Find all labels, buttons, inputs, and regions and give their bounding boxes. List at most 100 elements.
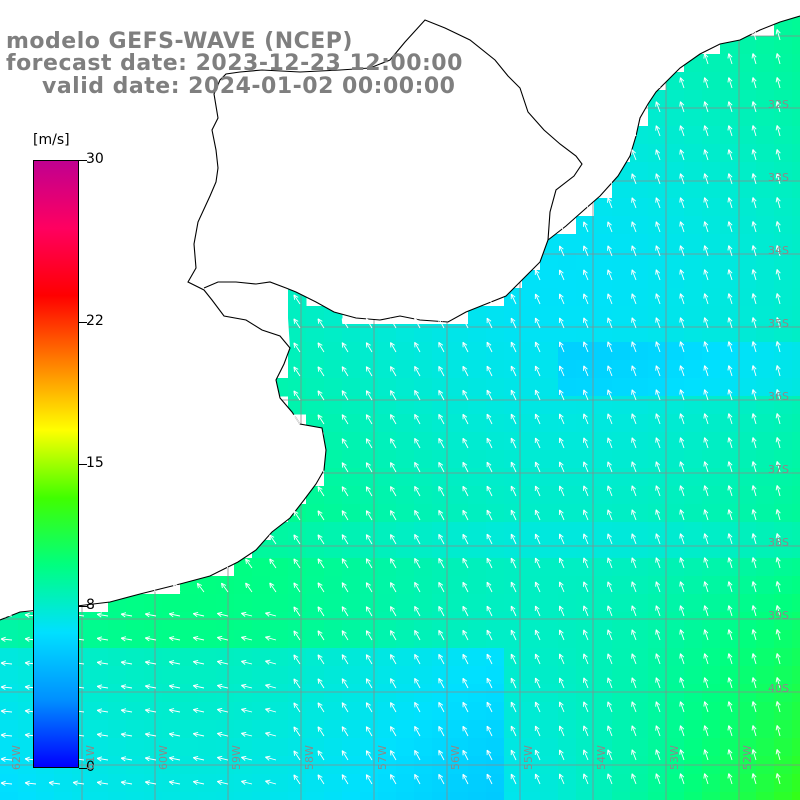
wind-speed-cell [540,252,559,271]
wind-arrow [631,533,637,545]
wind-arrow [293,630,301,641]
wind-arrow [510,605,517,617]
wind-speed-cell [774,36,793,55]
wind-speed-cell [630,342,649,361]
wind-arrow [583,413,589,425]
wind-arrow [583,581,589,593]
wind-speed-cell [720,270,739,289]
wind-speed-cell [630,252,649,271]
wind-speed-cell [720,162,739,181]
wind-arrow [390,534,397,545]
wind-arrow [751,149,757,161]
wind-arrow [655,77,661,89]
wind-arrow [775,653,781,665]
wind-speed-cell [612,702,631,721]
wind-arrow [727,77,733,89]
wind-arrow [293,702,301,713]
wind-speed-cell [18,792,37,800]
wind-arrow [583,653,589,665]
wind-speed-cell [684,216,703,235]
wind-speed-cell [468,360,487,379]
wind-speed-cell [756,342,775,361]
wind-arrow [655,749,661,761]
wind-speed-cell [648,522,667,541]
wind-arrow [679,269,685,281]
wind-speed-cell [306,576,325,595]
latitude-label: 32S [768,98,789,111]
wind-speed-cell [144,594,163,613]
wind-speed-cell [216,792,235,800]
wind-speed-cell [486,450,505,469]
wind-speed-cell [432,702,451,721]
wind-arrow [703,413,709,425]
wind-speed-cell [540,324,559,343]
wind-arrow [534,653,541,665]
wind-speed-cell [324,432,343,451]
wind-speed-cell [324,522,343,541]
wind-arrow [0,780,13,786]
wind-speed-cell [774,180,793,199]
wind-speed-cell [576,666,595,685]
wind-speed-cell [396,612,415,631]
wind-speed-cell [234,612,253,631]
wind-speed-cell [594,630,613,649]
wind-arrow [269,558,277,569]
wind-speed-cell [342,360,361,379]
wind-speed-cell [756,486,775,505]
wind-speed-cell [432,432,451,451]
wind-arrow [607,509,613,521]
wind-speed-cell [558,738,577,757]
wind-arrow [241,635,253,641]
wind-arrow [751,749,757,761]
wind-speed-cell [288,378,307,397]
wind-arrow [265,659,277,665]
wind-speed-cell [252,720,271,739]
latitude-label: 38S [768,536,789,549]
wind-speed-cell [612,738,631,757]
wind-arrow [438,557,445,569]
wind-arrow [751,221,757,233]
wind-speed-cell [396,738,415,757]
wind-speed-cell [288,342,307,361]
wind-arrow [414,726,421,737]
wind-arrow [775,749,781,761]
wind-arrow [486,485,493,497]
wind-speed-cell [504,414,523,433]
wind-speed-cell [702,648,721,667]
wind-speed-cell [792,144,800,163]
wind-speed-cell [108,702,127,721]
wind-arrow [96,708,109,714]
wind-arrow [0,660,13,666]
wind-arrow [241,755,253,761]
wind-speed-cell [252,702,271,721]
wind-speed-cell [324,684,343,703]
wind-arrow [558,701,565,713]
wind-speed-cell [180,630,199,649]
wind-speed-cell [108,666,127,685]
wind-arrow [341,486,349,497]
wind-arrow [217,707,229,713]
wind-speed-cell [504,324,523,343]
wind-speed-cell [342,720,361,739]
wind-arrow [317,678,325,689]
wind-arrow [365,438,373,449]
wind-speed-cell [702,450,721,469]
wind-speed-cell [414,468,433,487]
wind-arrow [486,773,493,785]
wind-arrow [727,581,733,593]
wind-speed-cell [720,288,739,307]
wind-speed-cell [738,324,757,343]
wind-arrow [775,149,781,161]
wind-speed-cell [378,630,397,649]
wind-speed-cell [684,774,703,793]
wind-arrow [751,197,757,209]
wind-arrow [144,780,157,786]
wind-arrow [751,413,757,425]
wind-speed-cell [576,342,595,361]
colorbar-tick-mark [79,160,87,161]
wind-arrow [510,293,517,305]
wind-speed-cell [648,126,667,145]
wind-speed-cell [540,612,559,631]
wind-speed-cell [720,774,739,793]
